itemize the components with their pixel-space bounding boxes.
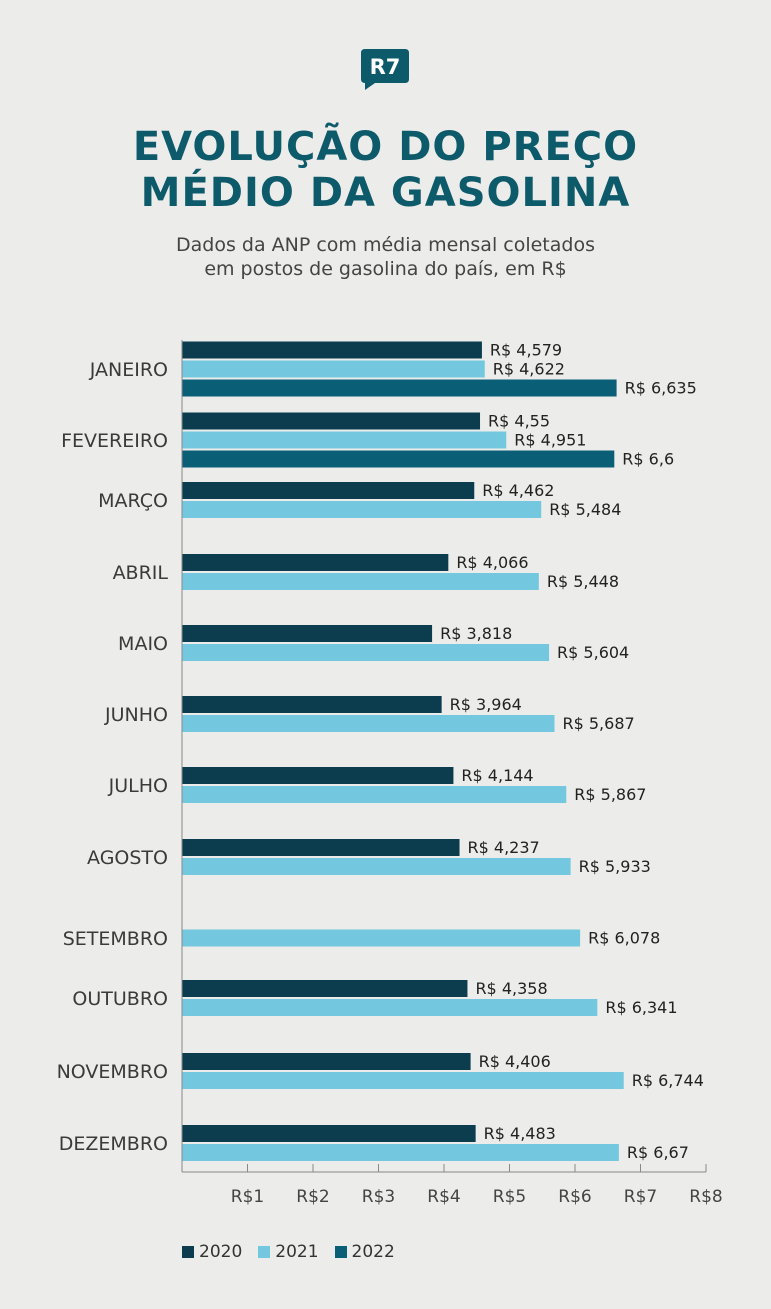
data-label-2020-janeiro: R$ 4,579 <box>490 341 562 360</box>
bar-2020-novembro <box>182 1053 471 1070</box>
category-label-marco: MARÇO <box>98 490 168 512</box>
category-label-novembro: NOVEMBRO <box>57 1061 168 1083</box>
data-label-2021-marco: R$ 5,484 <box>549 500 621 519</box>
data-label-2021-novembro: R$ 6,744 <box>632 1071 704 1090</box>
legend: 2020 2021 2022 <box>182 1241 411 1263</box>
data-label-2020-outubro: R$ 4,358 <box>475 979 547 998</box>
category-label-setembro: SETEMBRO <box>63 928 168 950</box>
category-label-junho: JUNHO <box>104 704 168 726</box>
r7-logo: R7 <box>361 49 409 90</box>
x-tick-label-1: R$1 <box>231 1187 264 1207</box>
legend-label-2021: 2021 <box>275 1242 319 1262</box>
data-label-2022-fevereiro: R$ 6,6 <box>622 450 674 469</box>
x-tick-label-6: R$6 <box>558 1187 591 1207</box>
data-label-2021-janeiro: R$ 4,622 <box>493 360 565 379</box>
legend-label-2020: 2020 <box>199 1242 243 1262</box>
data-label-2021-maio: R$ 5,604 <box>557 643 629 662</box>
data-label-2020-abril: R$ 4,066 <box>456 553 528 572</box>
bar-2021-marco <box>182 501 542 518</box>
legend-item-2022: 2022 <box>334 1242 395 1262</box>
data-label-2021-julho: R$ 5,867 <box>574 785 646 804</box>
legend-swatch-2022 <box>334 1246 347 1258</box>
category-label-fevereiro: FEVEREIRO <box>61 430 168 452</box>
bar-2020-junho <box>182 696 442 713</box>
data-label-2020-agosto: R$ 4,237 <box>468 838 540 857</box>
bar-2020-maio <box>182 625 433 642</box>
bar-2021-dezembro <box>182 1144 619 1161</box>
data-label-2021-junho: R$ 5,687 <box>562 714 634 733</box>
bar-2020-marco <box>182 482 475 499</box>
bar-2021-setembro <box>182 929 581 947</box>
x-tick-label-2: R$2 <box>296 1187 329 1207</box>
data-label-2020-fevereiro: R$ 4,55 <box>488 412 550 431</box>
data-label-2020-maio: R$ 3,818 <box>440 624 512 643</box>
data-label-2020-marco: R$ 4,462 <box>482 481 554 500</box>
data-label-2021-agosto: R$ 5,933 <box>579 857 651 876</box>
category-label-abril: ABRIL <box>113 562 169 584</box>
legend-item-2020: 2020 <box>182 1242 242 1262</box>
legend-label-2022: 2022 <box>351 1242 395 1262</box>
bar-2021-julho <box>182 786 567 803</box>
category-label-agosto: AGOSTO <box>87 847 168 869</box>
bar-2020-janeiro <box>182 341 482 359</box>
bar-2021-novembro <box>182 1072 624 1089</box>
bar-2021-maio <box>182 644 550 661</box>
bar-2021-outubro <box>182 999 598 1016</box>
category-label-janeiro: JANEIRO <box>89 359 168 381</box>
bar-2020-agosto <box>182 839 460 856</box>
x-tick-label-3: R$3 <box>362 1187 395 1207</box>
page-title: EVOLUÇÃO DO PREÇO MÉDIO DA GASOLINA <box>0 124 771 216</box>
legend-swatch-2020 <box>182 1246 194 1258</box>
title-line-2: MÉDIO DA GASOLINA <box>140 170 631 216</box>
x-tick-label-8: R$8 <box>689 1187 722 1207</box>
data-label-2021-abril: R$ 5,448 <box>547 572 619 591</box>
bar-2020-outubro <box>182 980 468 997</box>
data-label-2020-junho: R$ 3,964 <box>450 695 522 714</box>
logo-text: R7 <box>370 55 401 79</box>
data-label-2021-fevereiro: R$ 4,951 <box>514 431 586 450</box>
category-label-dezembro: DEZEMBRO <box>59 1133 168 1155</box>
legend-item-2021: 2021 <box>258 1242 319 1262</box>
data-label-2021-setembro: R$ 6,078 <box>588 929 660 948</box>
bar-2021-agosto <box>182 858 571 875</box>
data-label-2020-novembro: R$ 4,406 <box>479 1052 551 1071</box>
bar-2020-dezembro <box>182 1125 476 1142</box>
subtitle-line-2: em postos de gasolina do país, em R$ <box>204 258 567 280</box>
bar-2022-janeiro <box>182 379 617 397</box>
data-label-2022-janeiro: R$ 6,635 <box>625 379 697 398</box>
data-label-2021-dezembro: R$ 6,67 <box>627 1143 689 1162</box>
bar-2020-fevereiro <box>182 412 481 430</box>
title-line-1: EVOLUÇÃO DO PREÇO <box>132 124 639 170</box>
category-label-julho: JULHO <box>108 775 168 797</box>
data-label-2020-dezembro: R$ 4,483 <box>484 1124 556 1143</box>
subtitle-line-1: Dados da ANP com média mensal coletados <box>175 234 595 256</box>
data-label-2020-julho: R$ 4,144 <box>461 766 533 785</box>
legend-swatch-2021 <box>258 1246 271 1258</box>
page-subtitle: Dados da ANP com média mensal coletados … <box>0 233 771 281</box>
bar-2021-abril <box>182 573 539 590</box>
bar-2020-abril <box>182 554 449 571</box>
category-label-maio: MAIO <box>118 633 168 655</box>
bar-2021-janeiro <box>182 360 485 378</box>
x-tick-label-4: R$4 <box>427 1187 460 1207</box>
x-tick-label-7: R$7 <box>624 1187 657 1207</box>
bar-2021-fevereiro <box>182 431 507 449</box>
bar-2022-fevereiro <box>182 450 615 468</box>
x-tick-label-5: R$5 <box>493 1187 526 1207</box>
bar-2020-julho <box>182 767 454 784</box>
data-label-2021-outubro: R$ 6,341 <box>605 998 677 1017</box>
bar-2021-junho <box>182 715 555 732</box>
category-label-outubro: OUTUBRO <box>72 988 168 1010</box>
